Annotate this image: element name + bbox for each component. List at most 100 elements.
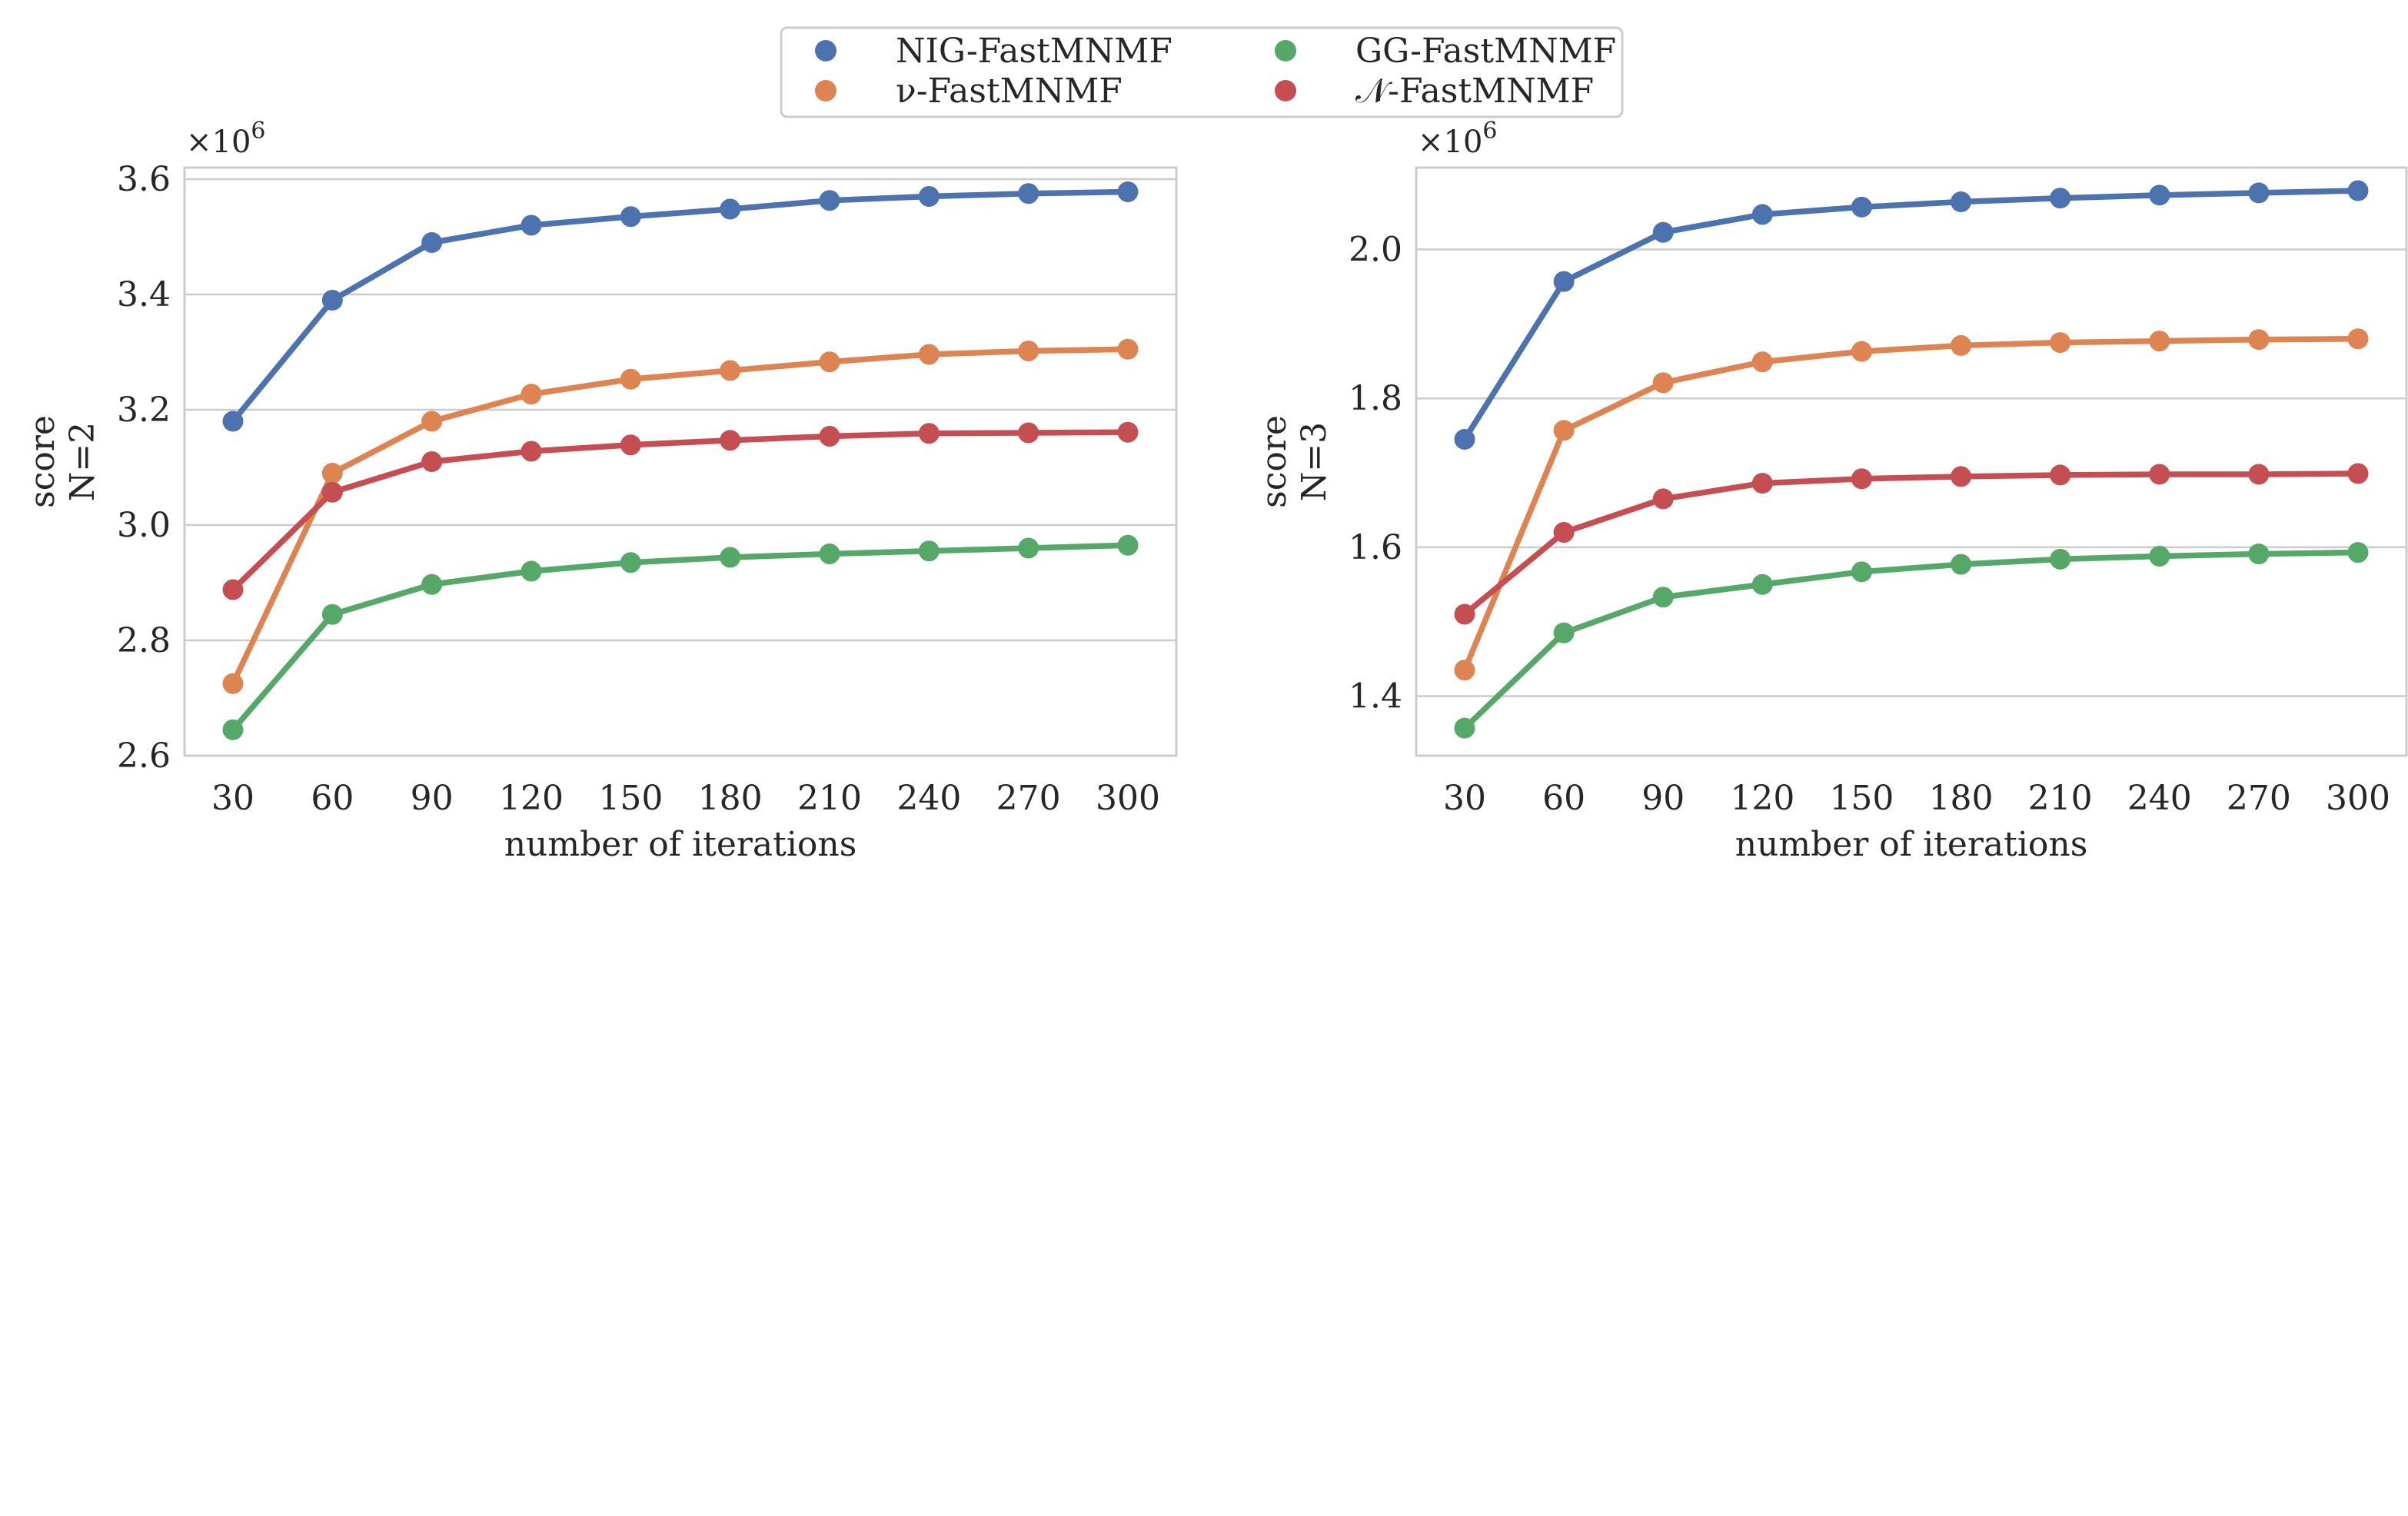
data-point-n-fastmnmf <box>620 434 641 456</box>
data-point-gg-fastmnmf <box>1851 561 1872 583</box>
x-tick-label: 270 <box>2227 779 2291 818</box>
x-tick-label: 60 <box>1542 779 1585 818</box>
data-point-n-fastmnmf <box>321 481 343 503</box>
data-point-n-fastmnmf <box>421 451 443 472</box>
data-point-nig-fastmnmf <box>1117 181 1139 202</box>
y-tick-label: 2.0 <box>1349 231 1402 270</box>
data-point-n-fastmnmf <box>2050 464 2071 486</box>
legend-marker-gg-fastmnmf <box>1275 40 1296 62</box>
data-point-nig-fastmnmf <box>222 411 244 432</box>
y-axis-title-line2: N=3 <box>1295 422 1334 501</box>
data-point-gg-fastmnmf <box>222 719 244 740</box>
x-tick-label: 210 <box>797 779 862 818</box>
data-point-nig-fastmnmf <box>620 206 641 228</box>
data-point-nu-fastmnmf <box>1553 420 1575 441</box>
data-point-n-fastmnmf <box>720 430 741 451</box>
data-point-n-fastmnmf <box>1553 521 1575 543</box>
x-tick-label: 270 <box>996 779 1061 818</box>
data-point-nu-fastmnmf <box>918 344 940 365</box>
data-point-nig-fastmnmf <box>321 290 343 311</box>
data-point-n-fastmnmf <box>2347 463 2369 484</box>
x-tick-label: 180 <box>698 779 763 818</box>
data-point-nig-fastmnmf <box>918 186 940 207</box>
plot-frame <box>183 166 1178 757</box>
y-tick-label: 1.8 <box>1349 379 1402 418</box>
y-multiplier-base: ×10 <box>186 125 251 160</box>
data-point-gg-fastmnmf <box>1454 717 1475 739</box>
x-tick-label: 210 <box>2028 779 2093 818</box>
data-point-nig-fastmnmf <box>2149 185 2170 206</box>
data-point-nu-fastmnmf <box>421 411 443 432</box>
data-point-n-fastmnmf <box>1652 488 1674 510</box>
data-point-nu-fastmnmf <box>2050 332 2071 354</box>
data-point-n-fastmnmf <box>521 441 542 462</box>
legend-label: 𝒩-FastMNMF <box>1355 71 1594 111</box>
data-point-nig-fastmnmf <box>720 198 741 220</box>
y-tick-label: 3.2 <box>117 391 171 430</box>
legend-marker-nu-fastmnmf <box>815 80 836 101</box>
series-line-nig-fastmnmf <box>1462 188 2361 443</box>
chart-panel-n2: 2.6 2.8 3.0 3.2 3.4 3.6 30 60 90 120 150 180 210 240 2… <box>23 118 1178 864</box>
x-tick-label: 180 <box>1929 779 1994 818</box>
y-axis-title-line1: score <box>1255 415 1294 508</box>
data-point-gg-fastmnmf <box>421 573 443 595</box>
y-tick-label: 1.4 <box>1349 677 1402 716</box>
data-point-gg-fastmnmf <box>1018 537 1039 559</box>
series-line-gg-fastmnmf <box>230 542 1131 733</box>
data-point-nu-fastmnmf <box>1751 351 1773 373</box>
x-tick-label: 90 <box>1641 779 1685 818</box>
y-multiplier-exponent: 6 <box>1482 118 1497 145</box>
data-point-n-fastmnmf <box>1117 421 1139 443</box>
legend-box <box>780 26 1624 118</box>
y-multiplier-exponent: 6 <box>251 118 265 145</box>
y-multiplier-label: ×106 <box>1418 118 1498 160</box>
data-point-n-fastmnmf <box>819 426 840 447</box>
x-tick-label: 60 <box>311 779 354 818</box>
legend-label: NIG-FastMNMF <box>896 32 1172 71</box>
data-point-gg-fastmnmf <box>620 552 641 573</box>
x-tick-label: 30 <box>211 779 254 818</box>
data-point-nu-fastmnmf <box>1951 334 1972 356</box>
x-tick-label: 120 <box>499 779 564 818</box>
data-point-gg-fastmnmf <box>2149 545 2170 567</box>
legend-marker-nig-fastmnmf <box>815 40 836 62</box>
data-point-nig-fastmnmf <box>819 190 840 211</box>
data-point-nu-fastmnmf <box>819 351 840 373</box>
data-point-nig-fastmnmf <box>2248 182 2270 204</box>
y-multiplier-base: ×10 <box>1418 125 1482 160</box>
x-tick-label: 300 <box>1096 779 1160 818</box>
data-point-nu-fastmnmf <box>2248 329 2270 351</box>
data-point-gg-fastmnmf <box>521 560 542 582</box>
x-tick-label: 90 <box>411 779 454 818</box>
data-point-gg-fastmnmf <box>2347 542 2369 564</box>
data-point-gg-fastmnmf <box>321 603 343 625</box>
data-point-nig-fastmnmf <box>1652 221 1674 243</box>
y-axis-title-line1: score <box>23 415 62 508</box>
series-line-nu-fastmnmf <box>230 346 1131 687</box>
x-axis-title: number of iterations <box>1735 825 2088 864</box>
data-point-gg-fastmnmf <box>1117 534 1139 556</box>
series-line-n-fastmnmf <box>230 429 1131 593</box>
x-tick-label: 150 <box>1829 779 1894 818</box>
data-point-n-fastmnmf <box>1751 473 1773 494</box>
data-point-nu-fastmnmf <box>2149 331 2170 352</box>
legend-marker-n-fastmnmf <box>1275 80 1296 101</box>
data-point-nig-fastmnmf <box>1553 271 1575 292</box>
y-tick-label: 3.4 <box>117 275 171 314</box>
data-point-gg-fastmnmf <box>720 547 741 568</box>
data-point-nig-fastmnmf <box>421 232 443 253</box>
x-tick-label: 300 <box>2326 779 2390 818</box>
y-tick-label: 1.6 <box>1349 528 1402 567</box>
data-point-n-fastmnmf <box>2149 464 2170 485</box>
series-line-n-fastmnmf <box>1462 470 2361 617</box>
data-point-gg-fastmnmf <box>1951 554 1972 575</box>
data-point-nu-fastmnmf <box>1117 338 1139 360</box>
y-multiplier-label: ×106 <box>186 118 266 160</box>
y-tick-label: 2.8 <box>117 621 171 660</box>
data-point-nig-fastmnmf <box>1851 196 1872 218</box>
data-point-gg-fastmnmf <box>1751 573 1773 595</box>
data-point-nu-fastmnmf <box>620 368 641 390</box>
x-tick-label: 30 <box>1443 779 1486 818</box>
series-line-gg-fastmnmf <box>1462 549 2361 731</box>
